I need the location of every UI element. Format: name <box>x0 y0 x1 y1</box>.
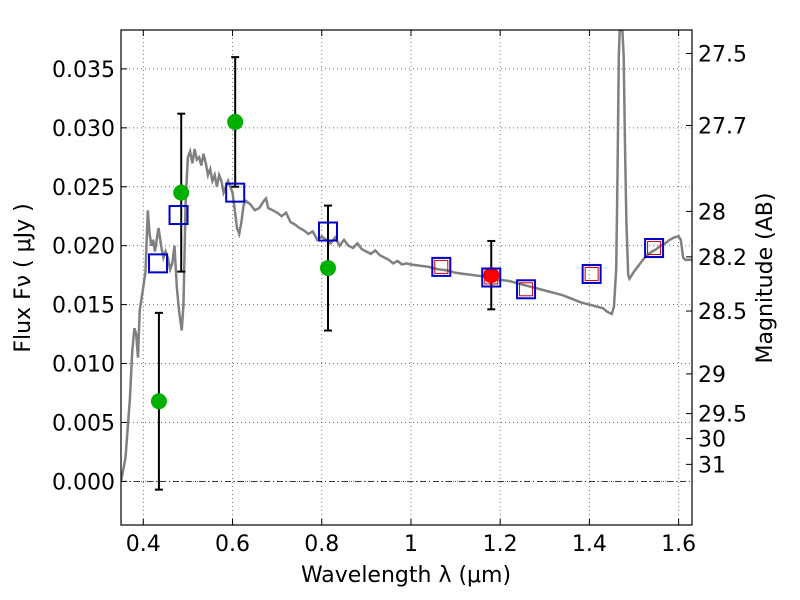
model-band-square <box>431 256 452 277</box>
observed-point <box>227 113 244 130</box>
x-tick-label: 1.4 <box>572 532 607 557</box>
model-band-inner-square <box>434 259 449 274</box>
y-tick-label: 0.000 <box>52 470 115 495</box>
x-tick-label: 1.6 <box>661 532 696 557</box>
model-band-square <box>168 205 189 226</box>
model-band-inner-square <box>519 282 534 297</box>
y-tick-label: 0.035 <box>52 58 115 83</box>
right-tick-label: 31 <box>698 453 726 478</box>
plot-area <box>121 30 692 491</box>
y-axis-left: 0.000 0.005 0.010 0.015 0.020 0.025 0.030 0.035 <box>52 58 127 495</box>
x-tick-label: 0.6 <box>215 532 250 557</box>
grid-lines <box>121 30 692 525</box>
model-band-square <box>516 279 537 300</box>
plot-frame <box>120 29 693 526</box>
model-band-square <box>581 263 602 284</box>
model-band-square <box>644 238 665 259</box>
right-tick-label: 30 <box>698 428 726 453</box>
observed-point <box>150 393 167 410</box>
y-tick-label: 0.010 <box>52 353 115 378</box>
y-tick-label: 0.030 <box>52 117 115 142</box>
right-tick-label: 29.5 <box>698 403 747 428</box>
right-tick-label: 27.5 <box>698 42 747 67</box>
y-tick-label: 0.005 <box>52 411 115 436</box>
model-spectrum-line <box>121 30 692 482</box>
right-tick-label: 27.7 <box>698 114 747 139</box>
model-band-square <box>148 253 169 274</box>
x-tick-label: 0.4 <box>126 532 161 557</box>
x-tick-label: 1 <box>404 532 418 557</box>
right-tick-label: 29 <box>698 363 726 388</box>
model-band-inner-square <box>647 241 662 256</box>
right-axis-label: Magnitude (AB) <box>753 193 778 364</box>
right-tick-label: 28.5 <box>698 300 747 325</box>
model-band-inner-square <box>484 270 499 285</box>
right-tick-label: 28 <box>698 200 726 225</box>
x-axis-label: Wavelength λ (μm) <box>301 563 511 588</box>
y-axis-label: Flux Fν ( μJy ) <box>11 203 36 352</box>
model-band-square <box>481 267 502 288</box>
x-tick-label: 0.8 <box>304 532 339 557</box>
observed-point <box>173 184 190 201</box>
model-band-square <box>225 182 246 203</box>
x-axis: 0.4 0.6 0.8 1 1.2 1.4 1.6 <box>126 30 696 557</box>
observed-point <box>319 260 336 277</box>
observed-point <box>483 267 500 284</box>
model-band-square <box>317 221 338 242</box>
right-tick-label: 28.2 <box>698 246 747 271</box>
x-tick-label: 1.2 <box>483 532 518 557</box>
y-tick-label: 0.020 <box>52 235 115 260</box>
y-tick-label: 0.025 <box>52 176 115 201</box>
y-tick-label: 0.015 <box>52 294 115 319</box>
model-band-inner-square <box>584 266 599 281</box>
